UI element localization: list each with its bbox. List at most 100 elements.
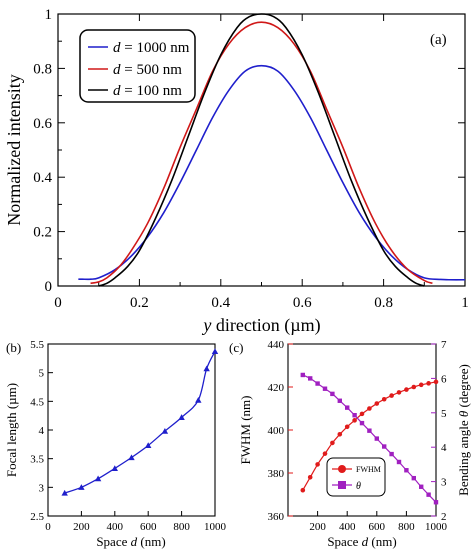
- panel-a-legend: d = 1000 nm d = 500 nm d = 100 nm: [79, 29, 196, 103]
- panel-a-x-axis-label: y direction (µm): [201, 315, 320, 336]
- panel-a: (a) 0 0.2 0.4 0.6 0.8 1 0 0.2 0.4 0.6 0.8 1 Normal…: [4, 7, 469, 336]
- legend-label-d1000-italic: d: [113, 40, 121, 56]
- panel-c-right-y-tick-label: 7: [441, 339, 447, 351]
- panel-c-left-y-tick-label: 380: [268, 468, 285, 480]
- panel-a-y-tick-label: 0.8: [33, 61, 52, 77]
- panel-c-fwhm-point: [337, 432, 343, 437]
- panel-c-fwhm-point: [433, 379, 439, 385]
- panel-c-fwhm-point: [315, 462, 320, 467]
- panel-a-y-tick-label: 0.6: [33, 116, 52, 132]
- panel-c-fwhm-point: [330, 440, 335, 446]
- panel-c-right-y-axis-label-post: (degree): [456, 364, 471, 411]
- panel-a-x-tick-label: 0.6: [293, 295, 312, 311]
- panel-a-x-tick-label: 0: [54, 295, 62, 311]
- panel-b-x-tick-label: 400: [107, 521, 124, 533]
- panel-c-fwhm-point: [374, 401, 380, 406]
- panel-b-point: [94, 475, 102, 482]
- panel-a-y-tick-label: 0.2: [33, 225, 52, 241]
- panel-b-point: [203, 365, 210, 372]
- panel-c-x-tick-label: 400: [339, 521, 356, 533]
- panel-a-y-ticks: 0 0.2 0.4 0.6 0.8 1: [33, 7, 465, 295]
- panel-b-x-tick-label: 600: [140, 521, 157, 533]
- panel-c-theta-point: [337, 398, 342, 403]
- panel-c-fwhm-point: [426, 381, 431, 386]
- panel-c-theta-point: [419, 484, 424, 489]
- panel-a-x-axis-label-italic: y: [201, 315, 211, 335]
- panel-b-y-tick-label: 4: [39, 425, 45, 437]
- panel-a-series-lines: [78, 13, 466, 287]
- panel-c-right-y-tick-label: 4: [441, 442, 447, 454]
- panel-b-point: [128, 454, 135, 461]
- panel-a-legend-box: [79, 29, 196, 103]
- legend-label-theta: θ: [356, 481, 361, 492]
- panel-c-theta-point: [389, 451, 394, 457]
- panel-c-theta-point: [374, 436, 379, 441]
- panel-b-x-ticks: 0 200 400 600 800 1000: [45, 511, 227, 533]
- panel-b-y-tick-label: 4.5: [30, 396, 44, 408]
- panel-c-theta-point: [315, 381, 320, 386]
- panel-c-theta-point: [433, 500, 439, 505]
- panel-c-left-y-tick-label: 360: [268, 511, 285, 523]
- legend-label-fwhm: FWHM: [356, 465, 381, 474]
- panel-c-x-tick-label: 200: [309, 521, 326, 533]
- panel-c-theta-point: [411, 475, 416, 481]
- panel-b-y-axis-label: Focal length (µm): [4, 383, 19, 477]
- panel-c-right-y-tick-label: 6: [441, 373, 447, 385]
- panel-c-theta-point: [330, 391, 335, 397]
- legend-label-d100-rest: = 100 nm: [121, 83, 183, 99]
- panel-c-right-y-tick-label: 5: [441, 408, 447, 420]
- legend-marker-fwhm: [338, 465, 346, 473]
- panel-c-x-axis-label-pre: Space: [327, 534, 361, 549]
- panel-c-left-y-tick-label: 440: [268, 339, 285, 351]
- panel-c: (c) 200 400 600 800 1000 360 380 400 420 440 2 3 4…: [229, 339, 471, 549]
- panel-c-right-y-tick-label: 3: [441, 477, 447, 489]
- panel-a-x-tick-label: 0.2: [130, 295, 149, 311]
- panel-b-point: [178, 414, 185, 420]
- panel-b-point: [61, 489, 68, 496]
- panel-a-series-line-2: [98, 13, 425, 287]
- panel-c-theta-point: [382, 444, 387, 449]
- panel-c-fwhm-point: [418, 382, 424, 388]
- legend-label-d500-italic: d: [113, 62, 121, 78]
- panel-b-x-tick-label: 800: [173, 521, 190, 533]
- panel-c-fwhm-point: [359, 411, 365, 417]
- panel-c-theta-point: [352, 413, 357, 418]
- panel-b-point: [111, 465, 118, 471]
- panel-c-theta-point: [359, 420, 365, 426]
- panel-c-right-y-axis-label-italic: θ: [456, 410, 471, 417]
- panel-b-x-tick-label: 1000: [204, 521, 227, 533]
- panel-c-x-axis-label-post: (nm): [368, 534, 397, 549]
- panel-c-right-y-axis-label: Bending angle θ (degree): [456, 364, 471, 496]
- panel-a-x-tick-label: 0.8: [374, 295, 393, 311]
- panel-b-x-axis-label-pre: Space: [96, 534, 130, 549]
- legend-label-d1000-rest: = 1000 nm: [121, 40, 190, 56]
- panel-b-x-tick-label: 0: [45, 521, 51, 533]
- panel-c-x-tick-label: 800: [398, 521, 415, 533]
- panel-a-y-tick-label: 0.4: [33, 170, 52, 186]
- panel-b-point: [211, 348, 219, 355]
- panel-c-fwhm-point: [367, 406, 372, 411]
- panel-a-y-tick-label: 0: [45, 279, 53, 295]
- panel-b-y-tick-label: 3: [39, 482, 45, 494]
- panel-b-x-tick-label: 200: [73, 521, 90, 533]
- panel-b-y-tick-label: 2.5: [30, 511, 44, 523]
- legend-label-d500: d = 500 nm: [113, 62, 182, 78]
- legend-label-d1000: d = 1000 nm: [113, 40, 190, 56]
- panel-a-y-axis-label: Normalized intensity: [4, 74, 24, 225]
- panel-c-theta-point: [308, 376, 313, 381]
- panel-c-fwhm-point: [344, 424, 350, 430]
- panel-c-fwhm-point: [352, 418, 357, 423]
- panel-c-theta-point: [300, 372, 305, 378]
- panel-c-theta-point: [322, 386, 328, 391]
- panel-c-fwhm-point: [404, 387, 409, 392]
- panel-c-left-y-axis-label: FWHM (nm): [238, 396, 253, 465]
- legend-label-d100: d = 100 nm: [113, 83, 182, 99]
- legend-label-d100-italic: d: [113, 83, 121, 99]
- panel-c-fwhm-point: [307, 475, 313, 480]
- panel-c-fwhm-point: [300, 487, 306, 493]
- panel-b-y-ticks: 2.5 3 3.5 4 4.5 5 5.5: [30, 339, 53, 523]
- panel-c-right-y-axis-label-pre: Bending angle: [456, 417, 471, 496]
- panel-c-x-ticks: 200 400 600 800 1000: [309, 511, 448, 533]
- panel-c-fwhm-point: [396, 390, 402, 395]
